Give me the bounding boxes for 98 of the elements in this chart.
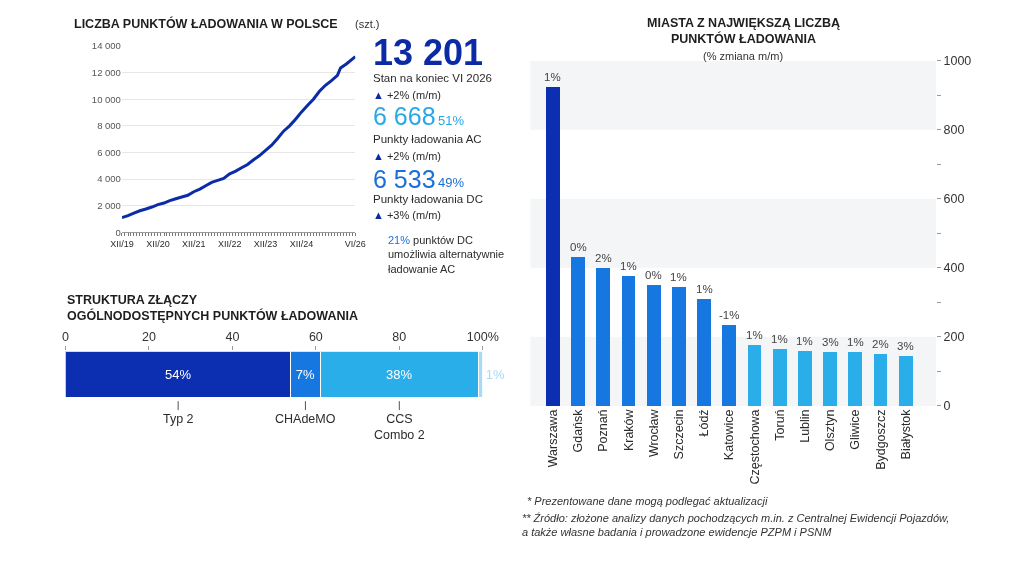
data-label: 54%: [164, 366, 192, 382]
annotation: 1%: [847, 336, 864, 348]
text: Punkty ładowania AC: [373, 133, 482, 145]
text: ▲ +2% (m/m): [373, 150, 442, 162]
y-tick-label: 400: [943, 261, 965, 276]
x-tick-label: Poznań: [596, 409, 611, 452]
x-tick-label: Gdańsk: [571, 408, 586, 453]
bar: [621, 276, 636, 406]
y-tick-label: 0: [115, 226, 121, 238]
bar: [596, 267, 611, 406]
annotation: 0%: [570, 241, 587, 253]
x-tick-label: Bydgoszcz: [873, 409, 888, 470]
text: ** Źródło: złożone analizy danych pochodzących m.in. z Centralnej Ewidencji Pojazdów, a także własne badania i prowadzone ewidencje PZPM i PSNM: [522, 512, 950, 539]
y-tick-label: 6 000: [97, 146, 121, 158]
annotation: 0%: [645, 269, 662, 281]
x-tick-label: Katowice: [722, 409, 737, 461]
bar: [646, 285, 661, 406]
x-tick-label: XII/22: [217, 239, 242, 250]
series-label: Typ 2: [163, 412, 194, 426]
x-tick-label: 0: [62, 330, 70, 345]
text: 6 533: [373, 165, 436, 193]
x-tick-label: Szczecin: [671, 409, 686, 460]
text: Punkty ładowania DC: [373, 193, 483, 205]
x-tick-label: XII/23: [253, 239, 278, 250]
x-tick-label: XII/21: [182, 239, 206, 250]
x-tick-label: Toruń: [772, 409, 787, 441]
text: 51%: [438, 113, 465, 128]
x-tick-label: 80: [392, 330, 407, 345]
x-tick-label: Łódź: [697, 409, 712, 437]
annotation: -1%: [719, 309, 740, 321]
y-tick-label: 8 000: [97, 120, 121, 132]
bar: [697, 298, 712, 406]
x-tick-label: Wrocław: [646, 408, 661, 458]
annotation: 1%: [796, 335, 813, 347]
y-tick-label: 4 000: [97, 173, 121, 185]
bar: [722, 324, 737, 406]
y-tick-label: 800: [943, 123, 965, 138]
series-label: CCS Combo 2: [374, 412, 425, 443]
text: * Prezentowane dane mogą podlegać aktualizacji: [527, 495, 768, 507]
bar: [671, 286, 686, 406]
annotation: 3%: [822, 336, 839, 348]
y-tick-label: 14 000: [91, 40, 121, 52]
x-tick-label: XII/19: [110, 239, 134, 250]
bar: [848, 352, 863, 406]
x-tick-label: 60: [308, 330, 323, 345]
chart-subtitle: (% zmiana m/m): [703, 50, 784, 62]
text: 49%: [438, 175, 465, 190]
y-tick-label: 600: [943, 192, 965, 207]
y-tick-label: 1000: [943, 54, 972, 69]
x-tick-label: Białystok: [898, 408, 913, 460]
data-label: 1%: [485, 366, 505, 382]
annotation: 1%: [771, 333, 788, 345]
chart-subtitle: (szt.): [355, 18, 380, 30]
bar: [798, 351, 812, 406]
x-tick-label: XII/20: [146, 239, 170, 250]
chart-title: STRUKTURA ZŁĄCZY OGÓLNODOSTĘPNYCH PUNKTÓW ŁADOWANIA: [67, 293, 358, 324]
bar: [545, 86, 560, 406]
x-tick-label: XII/24: [289, 239, 314, 250]
x-tick-label: VI/26: [344, 239, 366, 250]
x-tick-label: Częstochowa: [747, 409, 762, 485]
chart-title: MIASTA Z NAJWIĘKSZĄ LICZBĄ PUNKTÓW ŁADOWANIA: [647, 16, 841, 47]
bar: [571, 257, 586, 406]
series-label: CHAdeMO: [275, 412, 336, 426]
data-label: 7%: [295, 366, 316, 382]
line-series: [121, 55, 356, 220]
x-tick-label: 100%: [466, 330, 499, 345]
y-tick-label: 10 000: [91, 93, 121, 105]
text: 13 201: [373, 32, 484, 73]
annotation: 3%: [897, 340, 914, 352]
x-tick-label: 40: [225, 330, 240, 345]
x-tick-label: 20: [141, 330, 156, 345]
annotation: 1%: [670, 271, 687, 283]
x-tick-label: Gliwice: [848, 409, 863, 450]
bar: [772, 348, 787, 406]
annotation: 1%: [696, 283, 713, 295]
annotation: 1%: [746, 329, 763, 341]
annotation: 1%: [544, 71, 561, 83]
x-tick-label: Olsztyn: [823, 409, 838, 452]
x-tick-label: Kraków: [621, 408, 636, 452]
text: ▲ +3% (m/m): [373, 209, 442, 221]
text: 6 668: [373, 102, 436, 130]
bar: [747, 345, 762, 406]
annotation: 1%: [620, 260, 637, 272]
bar: [898, 355, 913, 406]
annotation: 2%: [595, 252, 612, 264]
y-tick-label: 2 000: [97, 200, 121, 212]
x-tick-label: Lublin: [798, 409, 813, 443]
bar: [823, 351, 838, 406]
text: Stan na koniec VI 2026: [373, 72, 492, 84]
y-tick-label: 12 000: [91, 66, 121, 78]
text: 21% punktów DC umożliwia alternatywnie ładowanie AC: [388, 234, 505, 275]
x-tick-label: Warszawa: [545, 409, 560, 468]
data-label: 38%: [386, 366, 413, 382]
bar: [873, 354, 888, 406]
chart-title: LICZBA PUNKTÓW ŁADOWANIA W POLSCE: [74, 16, 338, 31]
annotation: 2%: [872, 338, 889, 350]
text: ▲ +2% (m/m): [373, 89, 442, 101]
y-tick-label: 200: [943, 330, 965, 345]
